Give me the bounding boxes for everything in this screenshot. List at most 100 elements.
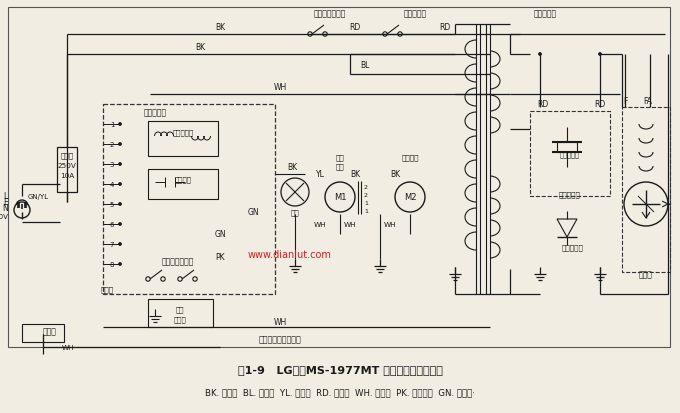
Circle shape (323, 33, 327, 37)
Circle shape (598, 53, 602, 56)
Text: 电脑控制板: 电脑控制板 (143, 108, 167, 117)
Circle shape (308, 33, 312, 37)
Text: 门监控开关: 门监控开关 (403, 9, 426, 19)
Text: 250V: 250V (58, 163, 76, 169)
Text: FA: FA (643, 97, 652, 106)
Text: 遥控器: 遥控器 (43, 327, 57, 336)
Text: 4: 4 (109, 182, 114, 188)
Text: 炉灯: 炉灯 (290, 209, 299, 216)
Text: 低压变压器: 低压变压器 (172, 129, 194, 136)
Circle shape (14, 202, 30, 218)
Text: BK. 黑色线  BL. 蓝色线  YL. 黄色线  RD. 红色线  WH. 白色线  PK. 粉红色线  GN. 绿色线·: BK. 黑色线 BL. 蓝色线 YL. 黄色线 RD. 红色线 WH. 白色线 … (205, 387, 475, 396)
Text: BL: BL (360, 60, 370, 69)
Text: 2: 2 (364, 185, 368, 190)
Text: WH: WH (273, 83, 287, 92)
Bar (622, 108, 670, 272)
Text: F: F (623, 97, 627, 106)
Text: RD: RD (439, 24, 451, 33)
Text: BK: BK (390, 170, 400, 179)
Text: BK: BK (287, 163, 297, 172)
Text: 8: 8 (109, 261, 114, 267)
Text: YL: YL (316, 170, 324, 179)
Bar (148, 122, 218, 157)
Text: 继电器: 继电器 (173, 316, 186, 323)
Text: 2: 2 (364, 193, 368, 198)
Polygon shape (557, 219, 577, 237)
Text: PK: PK (215, 253, 225, 262)
Text: WH: WH (343, 221, 356, 228)
Text: 10A: 10A (60, 173, 74, 178)
Text: BK: BK (195, 43, 205, 52)
Text: BK: BK (350, 170, 360, 179)
Bar (148, 170, 218, 199)
Text: 1: 1 (364, 209, 368, 214)
Bar (57, 147, 77, 192)
Text: 高压变压器: 高压变压器 (533, 9, 556, 19)
Text: WH: WH (313, 221, 326, 228)
Text: 磁控管: 磁控管 (639, 270, 653, 279)
Text: WH: WH (273, 318, 287, 327)
Text: GN: GN (248, 208, 259, 217)
Text: M2: M2 (404, 193, 416, 202)
Text: WH: WH (62, 344, 74, 350)
Circle shape (177, 277, 182, 282)
Circle shape (193, 277, 197, 282)
Text: 高压二极管: 高压二极管 (562, 244, 584, 251)
Bar (8, 8, 670, 347)
Circle shape (383, 33, 387, 37)
Text: RD: RD (537, 100, 549, 109)
Circle shape (325, 183, 355, 212)
Text: 7: 7 (109, 242, 114, 247)
Circle shape (118, 163, 122, 166)
Text: 3: 3 (109, 161, 114, 168)
Bar (103, 105, 275, 294)
Text: 门第一联锁开关: 门第一联锁开关 (313, 9, 346, 19)
Circle shape (118, 183, 122, 186)
Circle shape (160, 277, 165, 282)
Text: M1: M1 (334, 193, 346, 202)
Text: WH: WH (384, 221, 396, 228)
Text: 图1-9   LG电子MS-1977MT 电脑式微波炉电路图: 图1-9 LG电子MS-1977MT 电脑式微波炉电路图 (237, 364, 443, 374)
Text: 风扇: 风扇 (336, 154, 344, 161)
Text: 转盘电机: 转盘电机 (401, 154, 419, 161)
Circle shape (118, 203, 122, 206)
Text: RD: RD (594, 100, 606, 109)
Text: （炉门为开启状态）: （炉门为开启状态） (258, 335, 301, 344)
Text: GN/YL: GN/YL (27, 194, 48, 199)
Circle shape (281, 178, 309, 206)
Text: 电机: 电机 (336, 163, 344, 170)
Circle shape (146, 277, 150, 282)
Circle shape (539, 53, 541, 56)
Circle shape (118, 123, 122, 126)
Bar (148, 299, 213, 327)
Text: 1: 1 (364, 201, 368, 206)
Text: 1: 1 (109, 122, 114, 128)
Text: 高压电容器: 高压电容器 (560, 151, 580, 158)
Circle shape (118, 143, 122, 146)
Text: GN: GN (214, 230, 226, 239)
Text: 电源: 电源 (175, 306, 184, 313)
Circle shape (118, 263, 122, 266)
Text: L: L (4, 192, 8, 201)
Circle shape (118, 223, 122, 226)
Circle shape (624, 183, 668, 226)
Bar (22, 324, 64, 342)
Text: 端子板: 端子板 (101, 286, 114, 292)
Text: BK: BK (215, 24, 225, 33)
Text: 门第二联锁开关: 门第二联锁开关 (162, 257, 194, 266)
Text: 高压电容器: 高压电容器 (559, 191, 581, 198)
Text: 2: 2 (109, 142, 114, 147)
Text: 5: 5 (109, 202, 114, 207)
Circle shape (395, 183, 425, 212)
Bar (557, 142, 577, 153)
Text: ~220V: ~220V (0, 214, 8, 219)
Text: RD: RD (350, 24, 360, 33)
Text: 6: 6 (109, 221, 114, 228)
Circle shape (398, 33, 402, 37)
Text: 主继电器: 主继电器 (175, 176, 192, 183)
Text: 熔断器: 熔断器 (61, 152, 73, 159)
Bar (530, 112, 610, 197)
Text: www.dianlut.com: www.dianlut.com (248, 249, 332, 259)
Text: E: E (3, 198, 8, 207)
Text: N: N (2, 204, 8, 213)
